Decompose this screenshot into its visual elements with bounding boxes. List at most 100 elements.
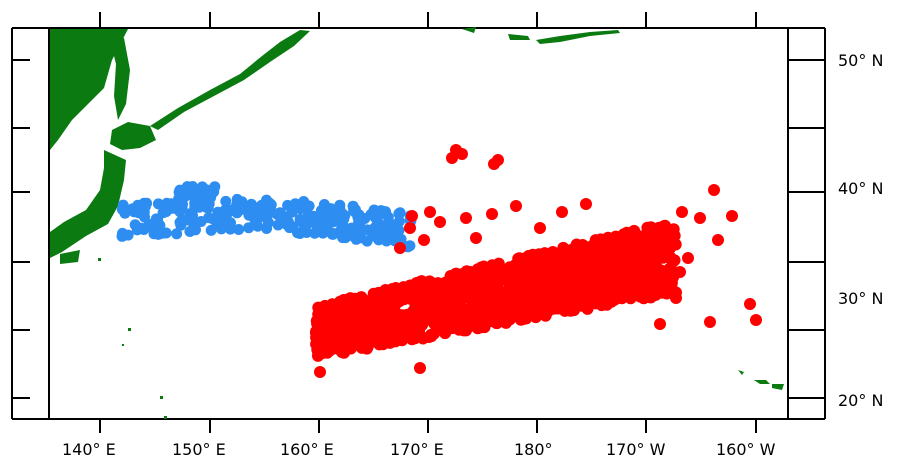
point-east	[385, 286, 398, 299]
x-label-180: 180°	[514, 440, 553, 459]
point-east	[712, 234, 724, 246]
point-east	[456, 148, 468, 160]
point-west	[323, 208, 334, 220]
point-east	[434, 216, 446, 228]
point-east	[585, 255, 598, 268]
point-east	[414, 313, 427, 326]
point-east	[596, 254, 609, 267]
point-east	[654, 230, 666, 242]
point-east	[491, 317, 504, 329]
point-east	[448, 320, 461, 332]
point-east	[505, 264, 518, 277]
point-west	[294, 213, 306, 225]
y-label-50n: 50° N	[838, 51, 883, 70]
land-honshu	[50, 150, 126, 258]
point-west	[152, 198, 164, 210]
point-east	[314, 366, 326, 378]
land-shikoku	[60, 250, 80, 264]
point-west	[298, 196, 310, 207]
x-label-170w: 170° W	[606, 440, 666, 459]
point-east	[373, 335, 386, 347]
point-east	[544, 287, 557, 300]
point-west	[252, 220, 264, 232]
point-east	[674, 266, 686, 278]
point-west	[282, 216, 294, 228]
y-label-30n: 30° N	[838, 289, 883, 308]
point-east	[589, 293, 602, 305]
land-hokkaido	[110, 122, 156, 150]
point-east	[564, 287, 577, 299]
point-east	[608, 289, 620, 302]
point-east	[515, 309, 528, 322]
point-west	[116, 204, 128, 215]
point-west	[152, 228, 164, 240]
series-east-points	[310, 144, 762, 378]
point-east	[649, 281, 662, 294]
land-kurils	[150, 30, 310, 130]
point-east	[470, 295, 483, 308]
point-west	[224, 223, 236, 235]
y-label-40n: 40° N	[838, 179, 883, 198]
point-west	[203, 194, 215, 206]
point-west	[370, 225, 382, 236]
point-east	[526, 262, 539, 275]
point-east	[365, 310, 377, 323]
point-east	[580, 198, 592, 210]
point-east	[567, 251, 580, 264]
land-hawaii	[738, 370, 784, 390]
point-east	[544, 259, 557, 272]
point-west	[157, 207, 169, 219]
point-east	[694, 212, 706, 224]
point-east	[458, 306, 471, 319]
axis-ticks	[12, 12, 825, 433]
point-west	[232, 197, 243, 209]
point-east	[612, 254, 625, 267]
point-east	[510, 278, 523, 291]
point-west	[176, 214, 188, 226]
point-east	[532, 286, 545, 298]
point-west	[171, 228, 183, 240]
point-east	[486, 208, 498, 220]
point-east	[441, 302, 454, 315]
point-west	[347, 200, 359, 212]
point-east	[500, 316, 512, 329]
point-east	[470, 232, 482, 244]
x-label-160w: 160° W	[716, 440, 776, 459]
point-east	[378, 306, 391, 318]
point-east	[601, 238, 614, 251]
point-west	[161, 197, 173, 209]
x-label-150e: 150° E	[172, 440, 226, 459]
point-west	[298, 224, 310, 236]
point-east	[630, 251, 643, 264]
point-east	[606, 279, 619, 292]
point-west	[347, 228, 359, 240]
point-east	[425, 276, 438, 289]
point-west	[272, 219, 284, 231]
point-east	[726, 210, 738, 222]
point-west	[233, 224, 245, 235]
point-west	[274, 207, 286, 219]
point-east	[658, 220, 671, 233]
point-east	[527, 271, 540, 284]
point-east	[488, 302, 501, 315]
point-west	[213, 215, 225, 226]
point-east	[314, 316, 326, 329]
point-east	[461, 280, 474, 292]
point-east	[415, 275, 428, 288]
point-west	[205, 224, 217, 236]
point-east	[362, 327, 375, 340]
point-west	[254, 206, 266, 218]
point-east	[424, 206, 436, 218]
point-east	[682, 252, 694, 264]
point-east	[428, 311, 441, 324]
point-east	[340, 323, 353, 336]
point-east	[428, 296, 441, 309]
point-east	[315, 328, 327, 341]
point-west	[367, 208, 379, 220]
point-east	[492, 154, 504, 166]
point-west	[209, 181, 221, 193]
point-west	[154, 219, 166, 231]
point-east	[544, 272, 557, 285]
point-east	[446, 152, 458, 164]
point-east	[408, 327, 421, 339]
